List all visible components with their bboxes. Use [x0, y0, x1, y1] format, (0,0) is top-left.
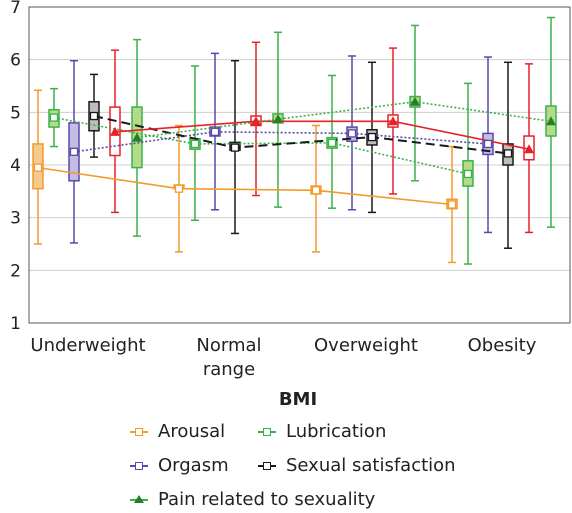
x-category-label: Normal [196, 335, 261, 356]
y-tick-label: 1 [10, 314, 21, 334]
y-tick-label: 2 [10, 261, 21, 281]
x-category-labels: Underweight Normal range Overweight Obesity [30, 335, 536, 380]
mean-marker [89, 111, 99, 121]
y-tick-label: 3 [10, 209, 21, 229]
y-tick-label: 5 [10, 103, 21, 123]
mean-line [136, 100, 552, 139]
mean-marker [110, 126, 120, 136]
mean-marker [251, 116, 261, 126]
x-category-label: Obesity [468, 335, 537, 356]
mean-marker [503, 149, 513, 158]
mean-marker [273, 114, 283, 124]
mean-marker [49, 113, 59, 122]
mean-line [114, 120, 530, 150]
mean-marker [230, 143, 240, 152]
y-tick-label: 7 [10, 0, 21, 18]
mean-lines [37, 100, 552, 206]
mean-line [93, 115, 509, 155]
mean-marker [311, 186, 321, 195]
mean-markers [33, 96, 556, 209]
mean-marker [174, 184, 184, 193]
grid-lines [29, 6, 570, 324]
mean-marker [524, 144, 534, 154]
mean-marker [367, 132, 377, 142]
x-axis-title: BMI [279, 389, 317, 410]
mean-marker [347, 129, 357, 138]
y-tick-label: 6 [10, 51, 21, 71]
mean-marker [483, 139, 493, 149]
plot-frame [28, 6, 571, 324]
mean-marker [327, 138, 337, 148]
x-category-label: Overweight [314, 335, 418, 356]
box-plots [32, 16, 557, 265]
mean-marker [33, 163, 43, 172]
mean-marker [132, 132, 142, 142]
mean-marker [69, 147, 79, 156]
x-category-label: Underweight [30, 335, 145, 356]
y-tick-labels: 1 2 3 4 5 6 7 [10, 0, 21, 334]
mean-marker [190, 139, 200, 149]
mean-marker [210, 127, 220, 136]
mean-marker [463, 169, 473, 179]
mean-marker [447, 200, 457, 209]
mean-marker [388, 116, 398, 126]
mean-marker [410, 96, 420, 106]
mean-marker [546, 116, 556, 126]
x-category-label: range [203, 359, 255, 380]
mean-line [37, 166, 453, 206]
y-tick-label: 4 [10, 156, 21, 176]
